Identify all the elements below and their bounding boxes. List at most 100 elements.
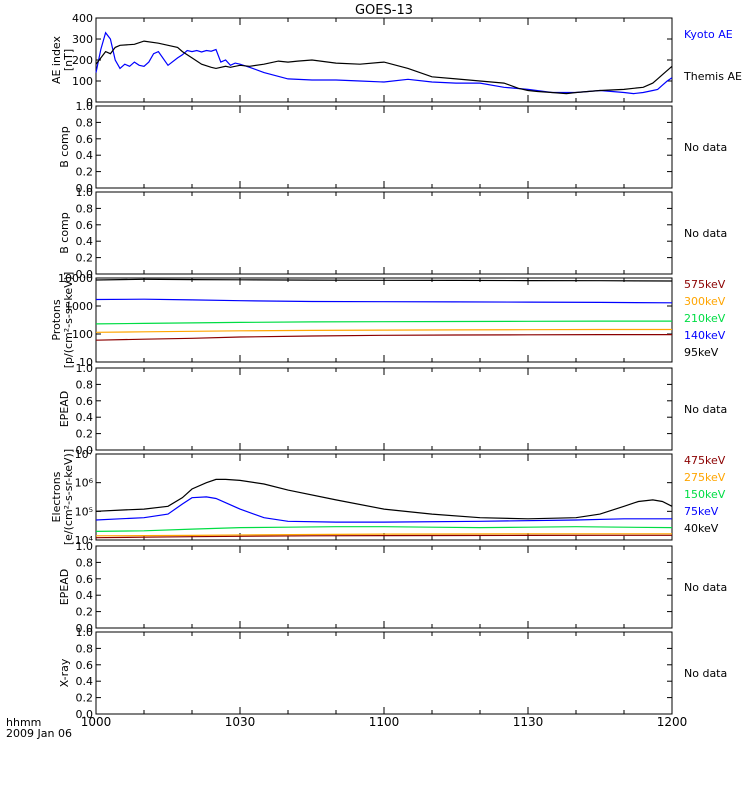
- y-axis-label: EPEAD: [58, 569, 71, 606]
- y-tick-label: 1.0: [76, 362, 94, 375]
- legend-label: Themis AE: [683, 70, 742, 83]
- y-tick-label: 0.6: [76, 133, 94, 146]
- series-line-210kev: [95, 320, 672, 325]
- panel-frame: [95, 545, 673, 629]
- y-axis-label: B comp: [58, 126, 71, 168]
- footer-date-label: 2009 Jan 06: [6, 727, 72, 740]
- y-tick-label: 0: [86, 96, 93, 109]
- x-tick-label: 1000: [81, 715, 112, 729]
- y-tick-label: 0.6: [76, 395, 94, 408]
- panel-8: 1.0 0.8 0.6 0.4 0.2 0.0 X-ray No data: [58, 626, 727, 721]
- y-tick-label: 0.8: [76, 556, 94, 569]
- y-tick-label: 0.4: [76, 235, 94, 248]
- x-tick-label: 1100: [369, 715, 400, 729]
- y-tick-label: 1.0: [76, 540, 94, 553]
- y-tick-label: 0.2: [76, 692, 94, 705]
- panel-6: 10⁷ 10⁶ 10⁵ 10⁴ Electrons [e/(cm²-s-sr-keV)] 4…: [50, 448, 726, 547]
- panel-7: 1.0 0.8 0.6 0.4 0.2 0.0 EPEAD No data: [58, 540, 727, 635]
- series-line-95kev: [95, 278, 673, 282]
- panel-3: 1.0 0.8 0.6 0.4 0.2 0.0 B comp No data: [58, 186, 727, 281]
- y-tick-label: 0.2: [76, 428, 94, 441]
- panel-frame: [95, 631, 673, 715]
- panel-1: 400 300 200 100 0 AE index [nT] Kyoto AE Themis …: [50, 12, 742, 109]
- legend-label: 275keV: [684, 471, 726, 484]
- panel-frame: [95, 367, 673, 451]
- panel-frame: [95, 105, 673, 189]
- series-line-575kev: [95, 334, 672, 341]
- legend-label: Kyoto AE: [684, 28, 733, 41]
- y-tick-label: 1.0: [76, 186, 94, 199]
- y-tick-label: 0.6: [76, 219, 94, 232]
- series-line-75kev: [95, 496, 672, 523]
- no-data-label: No data: [684, 403, 727, 416]
- y-tick-label: 0.0: [76, 622, 94, 635]
- y-tick-label: 200: [72, 54, 93, 67]
- figure-title: GOES-13: [355, 3, 413, 18]
- panel-frame: [95, 277, 673, 363]
- legend-label: 575keV: [684, 278, 726, 291]
- y-axis-label: EPEAD: [58, 391, 71, 428]
- no-data-label: No data: [684, 227, 727, 240]
- y-axis-label: B comp: [58, 212, 71, 254]
- panel-5: 1.0 0.8 0.6 0.4 0.2 0.0 EPEAD No data: [58, 362, 727, 457]
- y-tick-label: 0.2: [76, 166, 94, 179]
- legend-label: 475keV: [684, 454, 726, 467]
- y-tick-label: 0.4: [76, 149, 94, 162]
- series-line-275kev: [95, 533, 672, 537]
- y-tick-label: 10: [79, 356, 93, 369]
- y-tick-label: 400: [72, 12, 93, 25]
- y-tick-label: 0.4: [76, 675, 94, 688]
- y-tick-label: 10⁷: [75, 448, 93, 461]
- panel-frame: [95, 17, 673, 103]
- y-tick-label: 10⁵: [75, 505, 93, 518]
- y-tick-label: 1.0: [76, 626, 94, 639]
- y-axis-label: AE index: [50, 35, 63, 84]
- y-axis-label: [nT]: [62, 49, 75, 71]
- y-tick-label: 100: [72, 75, 93, 88]
- y-tick-label: 1.0: [76, 100, 94, 113]
- series-line-150kev: [95, 526, 673, 532]
- y-axis-label: [p/(cm²-s-sr-keV)]: [62, 272, 75, 369]
- series-line-kyoto-ae: [95, 31, 673, 95]
- y-axis-label: X-ray: [58, 658, 71, 687]
- y-tick-label: 0.2: [76, 606, 94, 619]
- legend-label: 210keV: [684, 312, 726, 325]
- legend-label: 150keV: [684, 488, 726, 501]
- x-tick-label: 1130: [513, 715, 544, 729]
- y-tick-label: 10000: [58, 272, 93, 285]
- y-tick-label: 0.0: [76, 182, 94, 195]
- y-tick-label: 0.6: [76, 659, 94, 672]
- y-tick-label: 0.0: [76, 444, 94, 457]
- legend-label: 75keV: [684, 505, 719, 518]
- y-tick-label: 10⁶: [75, 477, 94, 490]
- legend-label: 40keV: [684, 522, 719, 535]
- no-data-label: No data: [684, 667, 727, 680]
- y-tick-label: 0.0: [76, 268, 94, 281]
- x-tick-label: 1030: [225, 715, 256, 729]
- x-tick-label: 1200: [657, 715, 688, 729]
- series-line-40kev: [95, 478, 673, 520]
- y-tick-label: 0.8: [76, 116, 94, 129]
- legend-label: 140keV: [684, 329, 726, 342]
- legend-label: 95keV: [684, 346, 719, 359]
- y-tick-label: 0.8: [76, 378, 94, 391]
- no-data-label: No data: [684, 581, 727, 594]
- y-tick-label: 100: [72, 328, 93, 341]
- panel-frame: [95, 191, 673, 275]
- y-tick-label: 0.6: [76, 573, 94, 586]
- panel-2: 1.0 0.8 0.6 0.4 0.2 0.0 B comp No data: [58, 100, 727, 195]
- y-tick-label: 0.2: [76, 252, 94, 265]
- y-tick-label: 10⁴: [75, 534, 94, 547]
- y-tick-label: 0.8: [76, 642, 94, 655]
- series-line-140kev: [95, 298, 673, 304]
- y-tick-label: 1000: [65, 300, 93, 313]
- y-axis-label: [e/(cm²-s-sr-keV)]: [62, 449, 75, 545]
- footer-time-label: hhmm: [6, 716, 41, 729]
- no-data-label: No data: [684, 141, 727, 154]
- y-tick-label: 0.0: [76, 708, 94, 721]
- y-tick-label: 0.8: [76, 202, 94, 215]
- series-line-themis-ae: [95, 40, 673, 95]
- series-line-300kev: [95, 328, 672, 333]
- y-tick-label: 0.4: [76, 411, 94, 424]
